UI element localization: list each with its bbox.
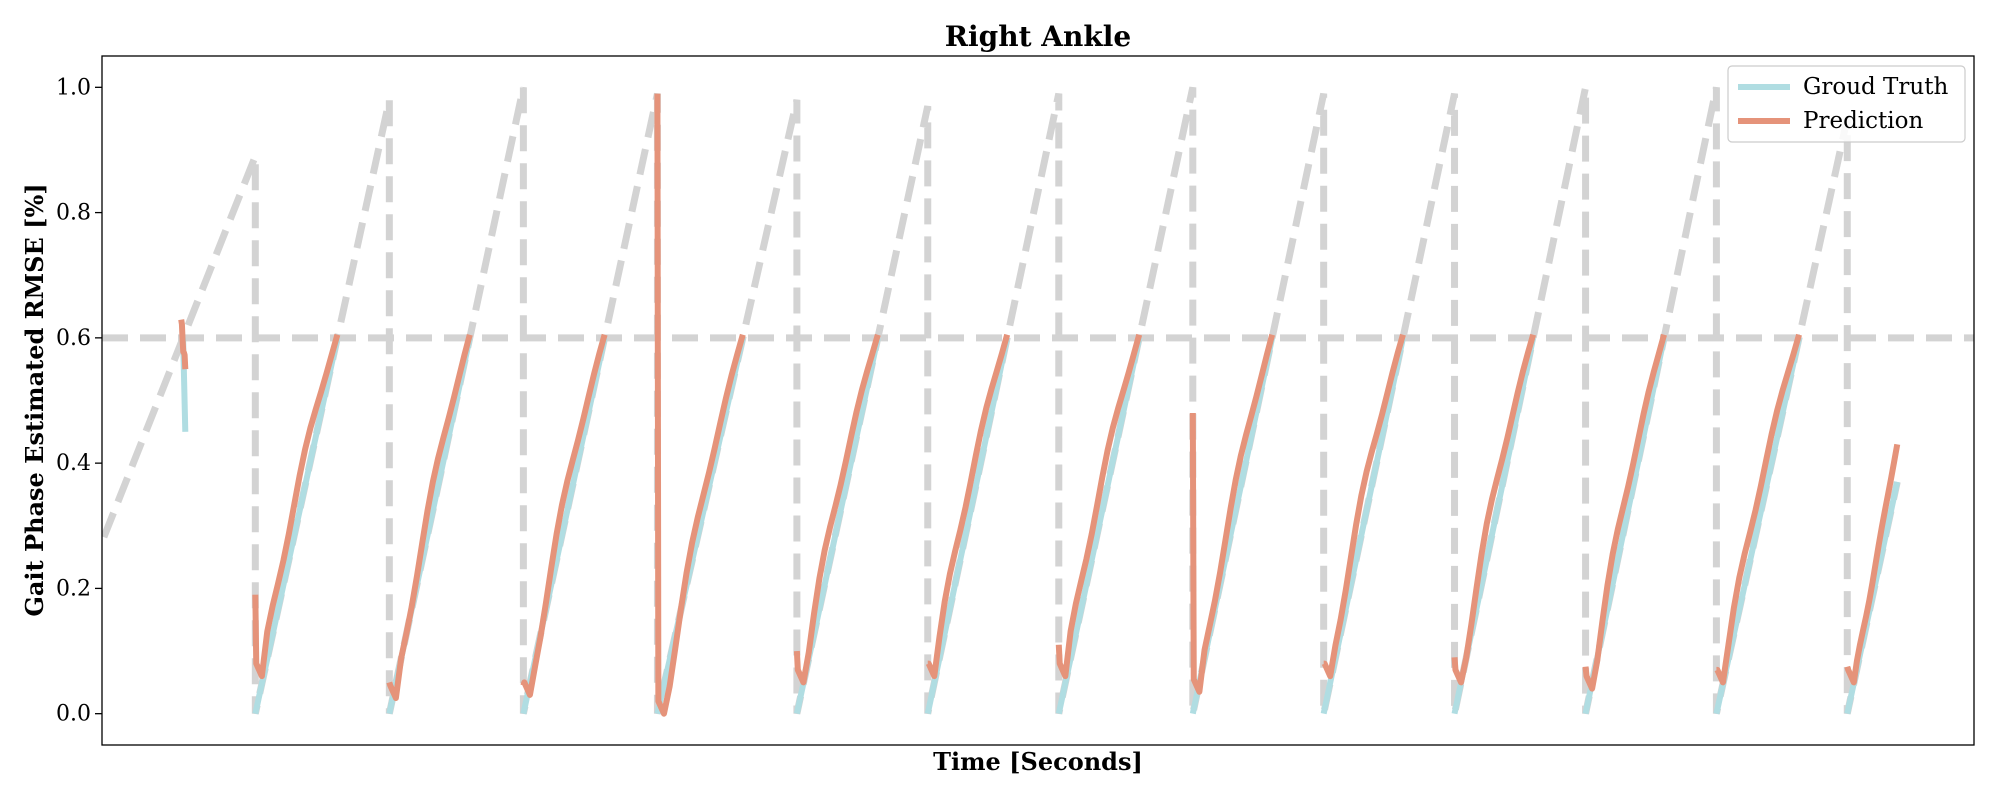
ground-truth-segment bbox=[924, 337, 1011, 715]
plot-area bbox=[102, 86, 1974, 717]
y-tick-label: 0.6 bbox=[56, 326, 91, 351]
ground-truth-segment bbox=[654, 337, 746, 715]
prediction-segment bbox=[386, 333, 473, 702]
prediction-segment bbox=[1844, 443, 1901, 686]
y-tick-label: 1.0 bbox=[56, 75, 91, 100]
y-tick-label: 0.2 bbox=[56, 576, 91, 601]
prediction-segment bbox=[654, 93, 746, 717]
ground-truth-segment bbox=[252, 337, 341, 715]
legend: Groud Truth Prediction bbox=[1727, 65, 1966, 143]
y-axis-label: Gait Phase Estimated RMSE [%] bbox=[20, 183, 49, 616]
prediction-segment bbox=[793, 333, 881, 686]
plot-frame bbox=[101, 55, 1975, 746]
y-tick-label: 0.4 bbox=[56, 451, 91, 476]
prediction-segment bbox=[1189, 333, 1276, 695]
legend-label-ground-truth: Groud Truth bbox=[1803, 74, 1948, 100]
reference-sawtooth-line bbox=[102, 86, 1901, 715]
legend-label-prediction: Prediction bbox=[1803, 108, 1923, 134]
prediction-segment bbox=[1055, 333, 1143, 680]
y-axis: 0.0 0.2 0.4 0.6 0.8 1.0 bbox=[56, 75, 102, 727]
prediction-segment bbox=[925, 333, 1011, 680]
x-axis-label: Time [Seconds] bbox=[933, 747, 1143, 776]
ground-truth-segment bbox=[1055, 337, 1143, 715]
prediction-segment bbox=[1714, 333, 1802, 686]
prediction-segment bbox=[252, 333, 341, 680]
prediction-segment bbox=[178, 319, 189, 370]
prediction-segment bbox=[520, 333, 608, 698]
prediction-segment bbox=[1582, 333, 1667, 692]
prediction-segment bbox=[1451, 333, 1537, 686]
chart-title: Right Ankle bbox=[945, 20, 1131, 53]
y-tick-label: 0.0 bbox=[56, 702, 91, 727]
y-tick-label: 0.8 bbox=[56, 201, 91, 226]
prediction-segment bbox=[1321, 333, 1406, 680]
